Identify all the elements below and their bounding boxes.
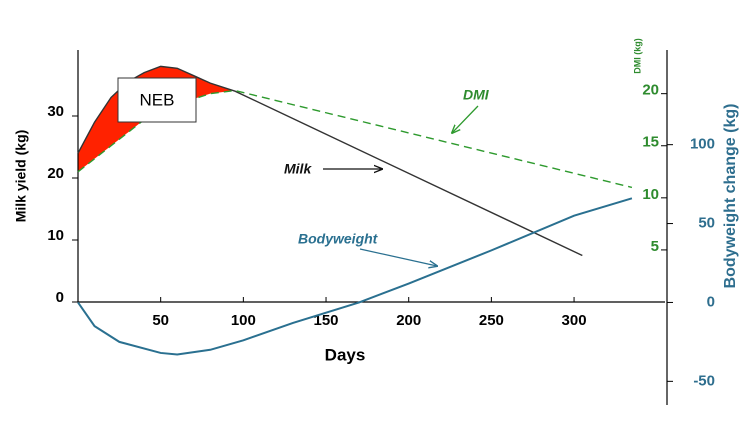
- x-tick-label: 200: [396, 312, 421, 329]
- dmi-arrow: [452, 105, 479, 133]
- y-axis-label: Milk yield (kg): [13, 130, 29, 223]
- dmi-annotation: DMI: [463, 87, 490, 103]
- y2-tick-label: 15: [642, 134, 659, 151]
- bodyweight-annotation: Bodyweight: [298, 231, 379, 247]
- y2-tick-label: 10: [642, 186, 659, 203]
- axes: [77, 50, 668, 405]
- y-tick-label: 0: [56, 289, 64, 306]
- neb-label: NEB: [140, 90, 175, 109]
- x-tick-label: 250: [479, 312, 504, 329]
- series-line: [77, 65, 583, 257]
- milk-annotation: Milk: [284, 161, 312, 177]
- y3-tick-label: 100: [690, 136, 715, 153]
- y-tick-label: 20: [47, 165, 64, 182]
- y-tick-label: 10: [47, 227, 64, 244]
- y3-tick-label: 50: [698, 215, 715, 232]
- y3-axis-label: Bodyweight change (kg): [722, 104, 739, 289]
- y2-tick-label: 20: [642, 82, 659, 99]
- x-tick-label: 100: [231, 312, 256, 329]
- plot: 50 100 150 200 250 300 0 10 20 30 5 10 15 20 -50 0 50 100: [47, 65, 715, 389]
- y2-axis-label: DMI (kg): [632, 38, 642, 74]
- y-tick-label: 30: [47, 103, 64, 120]
- x-tick-label: 300: [562, 312, 587, 329]
- y2-tick-label: 5: [651, 238, 659, 255]
- y3-tick-label: -50: [693, 372, 715, 389]
- bodyweight-arrow: [359, 248, 437, 266]
- y3-tick-label: 0: [707, 293, 715, 310]
- x-tick-label: 150: [314, 312, 339, 329]
- neb-box: [117, 77, 197, 123]
- series-line: [77, 197, 633, 356]
- x-axis-label: Days: [325, 345, 366, 364]
- x-tick-label: 50: [152, 312, 169, 329]
